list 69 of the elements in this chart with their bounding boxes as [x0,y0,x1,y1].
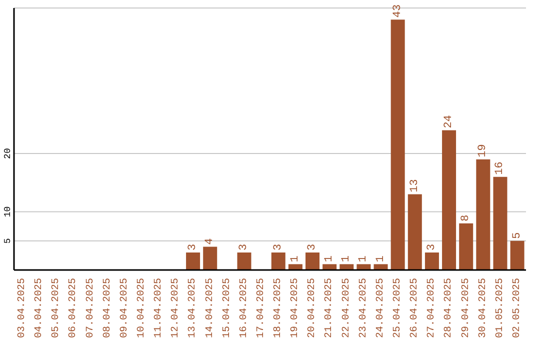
x-tick-label: 18.04.2025 [273,278,284,338]
data-label: 16 [494,162,506,175]
x-tick-label: 28.04.2025 [444,278,455,338]
x-tick-label: 16.04.2025 [238,278,250,338]
x-tick-label: 08.04.2025 [102,278,114,338]
x-tick-label: 21.04.2025 [324,278,336,338]
x-tick-label: 23.04.2025 [358,278,370,338]
x-tick-label: 12.04.2025 [170,278,182,338]
data-label: 1 [340,255,353,262]
bar [408,194,422,270]
x-tick-label: 27.04.2025 [426,278,438,338]
data-label: 1 [358,255,370,262]
x-tick-label: 13.04.2025 [188,278,199,338]
bar [356,264,371,270]
x-tick-label: 02.05.2025 [512,278,523,338]
x-tick-label: 30.04.2025 [478,278,489,338]
bar [306,252,320,270]
y-tick-label: 5 [3,238,13,244]
x-tick-label: 03.04.2025 [17,278,28,338]
data-label: 4 [204,238,216,245]
x-tick-label: 14.04.2025 [204,278,216,338]
y-tick-label: 10 [3,206,13,218]
data-label: 43 [392,4,404,18]
x-tick-label: 10.04.2025 [136,278,148,338]
data-label: 3 [187,244,200,251]
data-label: 3 [238,244,250,251]
bar [203,246,218,270]
x-tick-label: 11.04.2025 [154,278,165,338]
x-tick-label: 19.04.2025 [290,278,302,338]
bar [237,252,252,270]
data-label: 1 [289,255,302,262]
bar [442,130,456,270]
bar [510,240,524,270]
x-tick-label: 25.04.2025 [392,278,404,338]
bar [493,176,508,270]
data-label: 13 [408,179,421,192]
x-tick-label: 29.04.2025 [460,278,472,338]
x-tick-label: 20.04.2025 [307,278,318,338]
data-label: 3 [272,244,284,251]
x-tick-label: 09.04.2025 [119,278,130,338]
bar [288,264,302,270]
bar [271,252,286,270]
x-tick-label: 26.04.2025 [410,278,421,338]
x-tick-label: 05.04.2025 [51,278,62,338]
data-label: 8 [460,214,472,222]
data-label: 19 [477,144,490,158]
bar [186,252,200,270]
x-tick-label: 22.04.2025 [341,278,352,338]
data-label: 3 [306,244,318,251]
data-label: 5 [511,232,524,239]
y-tick-label: 20 [3,148,13,159]
bar [374,264,388,270]
bar [322,264,337,270]
x-tick-label: 04.04.2025 [34,278,46,338]
data-label: 3 [426,244,438,251]
bar [390,20,405,270]
bar [459,223,474,270]
x-tick-label: 15.04.2025 [222,278,233,338]
data-label: 1 [324,255,336,262]
x-tick-label: 06.04.2025 [68,278,80,338]
bar [340,264,354,270]
x-tick-label: 01.05.2025 [494,278,506,338]
bar [424,252,439,270]
data-label: 24 [443,114,456,128]
x-tick-label: 24.04.2025 [375,278,386,338]
data-label: 1 [374,255,387,262]
bar [476,159,490,270]
x-tick-label: 17.04.2025 [256,278,267,338]
x-tick-label: 07.04.2025 [85,278,96,338]
